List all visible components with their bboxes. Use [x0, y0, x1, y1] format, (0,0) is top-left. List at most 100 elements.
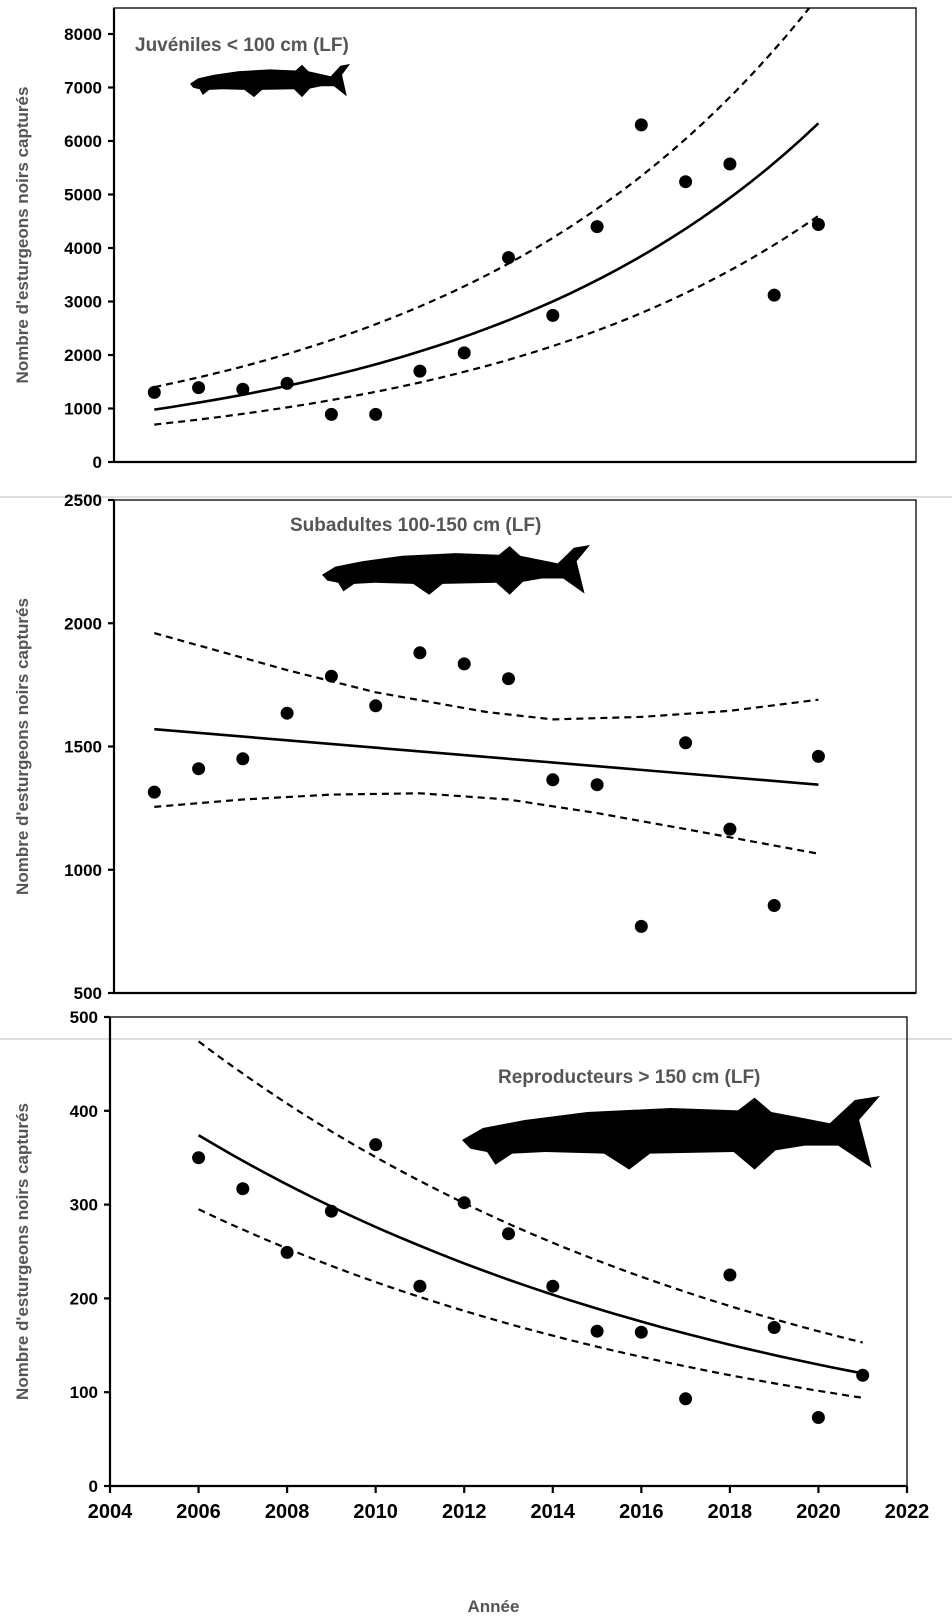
- y-tick-label: 0: [93, 453, 102, 472]
- y-tick-label: 5000: [64, 186, 102, 205]
- data-point: [502, 251, 515, 265]
- data-point: [546, 1279, 560, 1293]
- y-axis-label: Nombre d'esturgeons noirs capturés: [13, 87, 32, 384]
- data-point: [679, 1392, 693, 1406]
- y-tick-label: 100: [70, 1383, 98, 1402]
- ci-upper-line: [197, 1040, 863, 1344]
- fit-line: [154, 727, 819, 786]
- curve-group: [154, 8, 820, 426]
- data-point: [679, 736, 693, 750]
- y-tick-label: 6000: [64, 132, 102, 151]
- curve-group: [154, 632, 819, 855]
- data-point: [723, 1268, 737, 1282]
- data-point: [811, 1411, 825, 1424]
- data-point: [369, 699, 383, 713]
- x-tick-label: 2004: [88, 1501, 133, 1523]
- sturgeon-silhouette-icon: [462, 1096, 880, 1170]
- data-point: [767, 899, 781, 912]
- y-tick-label: 2000: [64, 614, 102, 633]
- x-tick-label: 2006: [176, 1501, 221, 1523]
- sturgeon-silhouette-icon: [322, 545, 590, 595]
- data-point: [634, 118, 648, 132]
- data-point: [811, 218, 825, 231]
- x-tick-label: 2012: [442, 1501, 487, 1523]
- panel-subadultes: 500 1000 1500 2000 2500 Nombre d'esturgeons n…: [13, 491, 917, 1003]
- data-point: [502, 672, 515, 686]
- x-tick-label: 2022: [885, 1501, 930, 1523]
- data-point: [192, 762, 206, 776]
- data-point: [413, 364, 427, 378]
- data-point: [192, 1151, 206, 1165]
- data-point: [856, 1368, 870, 1382]
- ci-lower-line: [198, 1208, 863, 1399]
- y-tick-label: 7000: [64, 79, 102, 98]
- data-point: [280, 706, 294, 720]
- x-tick-label: 2010: [353, 1501, 398, 1523]
- y-tick-label: 1500: [64, 738, 102, 757]
- data-point: [236, 1182, 250, 1196]
- fit-line: [154, 122, 820, 411]
- data-point: [634, 919, 648, 933]
- data-point: [767, 1321, 781, 1334]
- data-point: [811, 749, 825, 763]
- panel-title: Reproducteurs > 150 cm (LF): [498, 1067, 760, 1088]
- y-tick-label: 0: [89, 1477, 98, 1496]
- data-point: [324, 1204, 338, 1218]
- sturgeon-silhouette-icon: [190, 64, 350, 98]
- y-axis-label: Nombre d'esturgeons noirs capturés: [13, 598, 32, 895]
- data-point: [590, 778, 604, 792]
- data-point: [679, 175, 693, 189]
- y-tick-label: 500: [74, 984, 102, 1003]
- y-tick-label: 2500: [64, 491, 102, 510]
- data-point: [457, 1196, 471, 1210]
- data-point: [590, 220, 604, 234]
- x-axis-label: Année: [468, 1597, 520, 1616]
- y-tick-label: 1000: [64, 861, 102, 880]
- y-tick-label: 1000: [64, 400, 102, 419]
- data-point: [147, 385, 161, 399]
- x-tick-label: 2018: [708, 1501, 753, 1523]
- panel-title: Subadultes 100-150 cm (LF): [290, 515, 541, 536]
- y-tick-label: 500: [70, 1008, 98, 1027]
- data-point: [413, 1279, 427, 1293]
- panel-juveniles: 0 1000 2000 3000 4000 5000 6000 7000 8000 Nombre …: [13, 7, 917, 472]
- curve-group: [197, 1040, 863, 1399]
- data-point: [546, 773, 560, 787]
- x-tick-label: 2020: [796, 1501, 841, 1523]
- data-point: [634, 1325, 648, 1339]
- data-point: [767, 288, 781, 302]
- data-point: [369, 1138, 383, 1152]
- ci-lower-line: [154, 792, 819, 855]
- y-tick-label: 200: [70, 1289, 98, 1308]
- panel-reproducteurs: 0 100 200 300 400 500 Nombre d'esturgeons noir…: [13, 1008, 929, 1616]
- y-axis-label: Nombre d'esturgeons noirs capturés: [13, 1103, 32, 1400]
- data-point: [192, 381, 206, 395]
- data-point: [236, 382, 250, 396]
- data-point: [147, 785, 161, 799]
- x-tick-label: 2014: [531, 1501, 576, 1523]
- y-tick-label: 400: [70, 1102, 98, 1121]
- y-tick-label: 3000: [64, 293, 102, 312]
- ci-upper-line: [154, 8, 811, 389]
- data-point: [546, 308, 560, 322]
- data-point: [280, 376, 294, 390]
- data-point: [413, 646, 427, 660]
- data-point: [502, 1227, 515, 1241]
- y-tick-label: 8000: [64, 25, 102, 44]
- data-point: [457, 346, 471, 360]
- x-tick-label: 2016: [619, 1501, 664, 1523]
- data-point: [723, 157, 737, 171]
- y-tick-label: 4000: [64, 239, 102, 258]
- data-point: [457, 657, 471, 671]
- panel-title: Juvéniles < 100 cm (LF): [135, 35, 349, 56]
- data-point: [324, 669, 338, 683]
- ci-upper-line: [154, 632, 819, 721]
- data-point: [723, 822, 737, 836]
- x-tick-label: 2008: [265, 1501, 310, 1523]
- data-point: [280, 1245, 294, 1259]
- data-point: [324, 407, 338, 421]
- data-point: [369, 407, 383, 421]
- data-point: [590, 1324, 604, 1338]
- ci-lower-line: [154, 214, 820, 426]
